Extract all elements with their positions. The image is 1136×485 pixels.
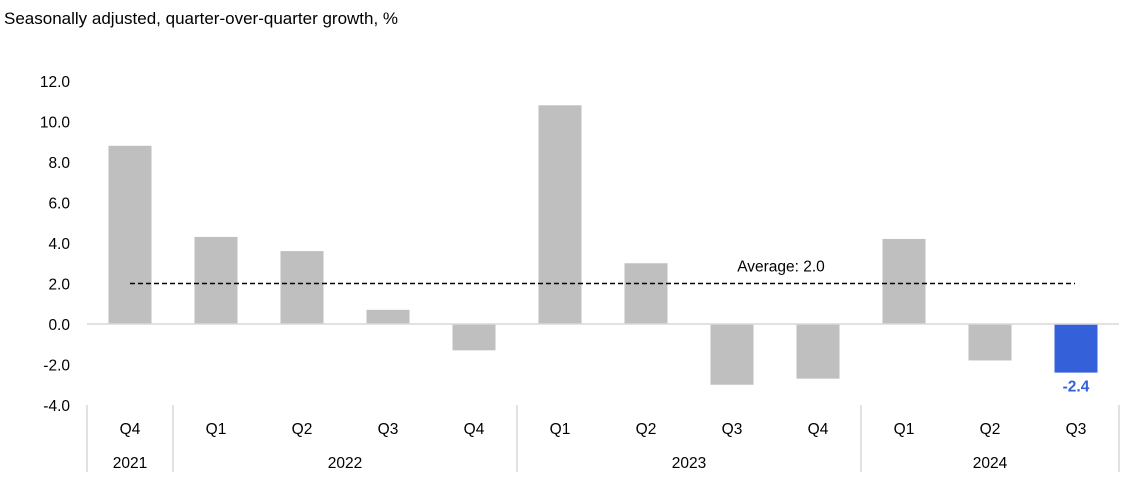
x-tick-label: Q3 bbox=[1066, 421, 1087, 438]
chart-title: Seasonally adjusted, quarter-over-quarte… bbox=[4, 9, 399, 28]
year-label: 2022 bbox=[328, 455, 362, 472]
average-label: Average: 2.0 bbox=[737, 259, 825, 276]
x-tick-label: Q1 bbox=[550, 421, 571, 438]
bar bbox=[366, 309, 410, 324]
x-tick-label: Q4 bbox=[464, 421, 485, 438]
bar bbox=[194, 236, 238, 324]
x-tick-label: Q2 bbox=[980, 421, 1001, 438]
y-tick-label: 0.0 bbox=[48, 317, 70, 334]
y-tick-label: 12.0 bbox=[40, 74, 71, 91]
year-label: 2024 bbox=[973, 455, 1008, 472]
x-tick-label: Q1 bbox=[894, 421, 915, 438]
bar bbox=[710, 324, 754, 385]
y-tick-label: 2.0 bbox=[48, 277, 70, 294]
x-tick-label: Q1 bbox=[206, 421, 227, 438]
y-axis: 12.0 10.0 8.0 6.0 4.0 2.0 0.0 -2.0 -4.0 bbox=[40, 74, 71, 415]
bar-data-label: -2.4 bbox=[1063, 379, 1090, 396]
bar bbox=[624, 263, 668, 324]
x-tick-label: Q3 bbox=[378, 421, 399, 438]
bar bbox=[108, 145, 152, 324]
x-axis: Q4 Q1 Q2 Q3 Q4 Q1 Q2 Q3 Q4 Q1 Q2 Q3 2021 2022 2023 2024 bbox=[86, 323, 1120, 472]
bar bbox=[538, 105, 582, 324]
y-tick-label: 4.0 bbox=[48, 236, 70, 253]
x-tick-label: Q4 bbox=[808, 421, 829, 438]
bar bbox=[280, 251, 324, 324]
bar bbox=[882, 238, 926, 324]
year-label: 2021 bbox=[113, 455, 147, 472]
x-tick-label: Q4 bbox=[120, 421, 141, 438]
y-tick-label: -4.0 bbox=[43, 398, 70, 415]
y-tick-label: 10.0 bbox=[40, 115, 71, 132]
bar bbox=[968, 324, 1012, 361]
x-tick-label: Q2 bbox=[636, 421, 657, 438]
bars: -2.4 bbox=[108, 105, 1098, 396]
average-line-group: Average: 2.0 bbox=[130, 259, 1075, 285]
x-tick-label: Q2 bbox=[292, 421, 313, 438]
y-tick-label: 6.0 bbox=[48, 196, 70, 213]
year-label: 2023 bbox=[672, 455, 706, 472]
bar-highlighted bbox=[1054, 324, 1098, 373]
y-tick-label: 8.0 bbox=[48, 155, 70, 172]
bar bbox=[452, 324, 496, 351]
bar bbox=[796, 324, 840, 379]
y-tick-label: -2.0 bbox=[43, 358, 70, 375]
x-tick-label: Q3 bbox=[722, 421, 743, 438]
